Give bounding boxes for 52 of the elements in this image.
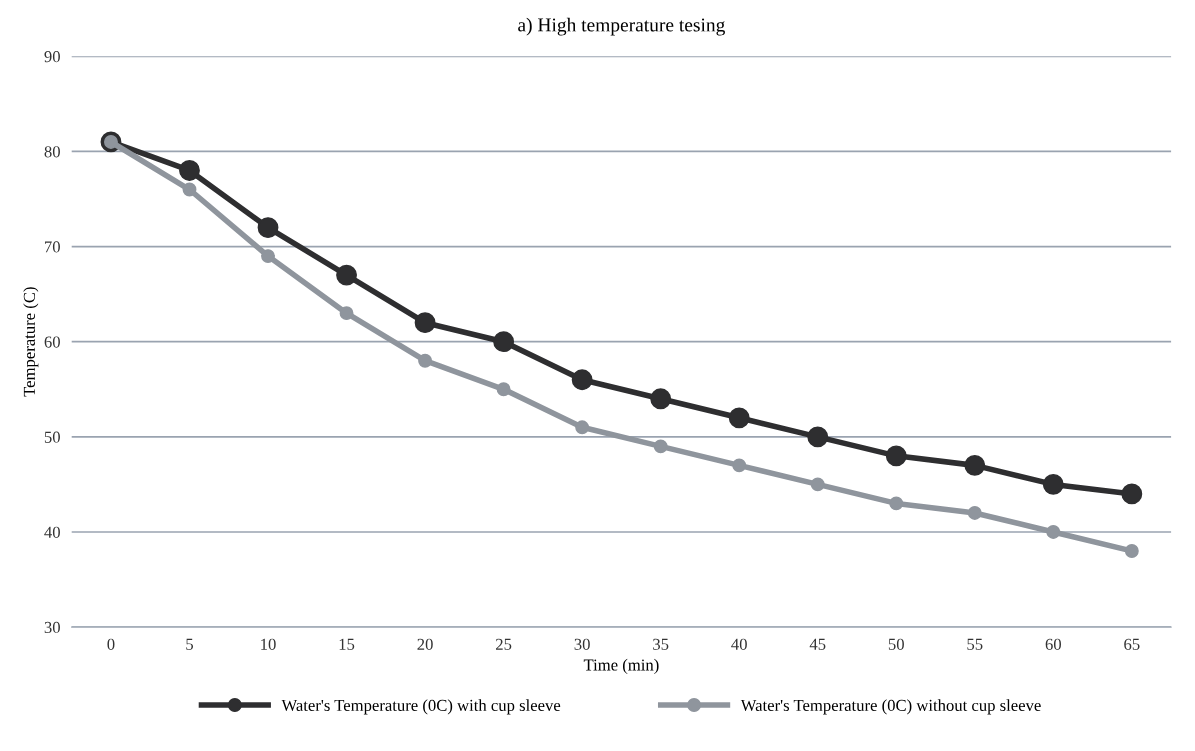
legend-label: Water's Temperature (0C) without cup sleeve: [740, 699, 1041, 715]
point: [1124, 544, 1139, 558]
x-tick-label: 40: [731, 638, 747, 650]
x-tick-label: 25: [496, 638, 512, 650]
point: [1042, 473, 1064, 495]
x-tick-label: 30: [574, 638, 590, 650]
point: [653, 439, 668, 454]
x-axis-title: Time (min): [583, 658, 659, 674]
point: [964, 454, 986, 476]
point: [889, 496, 904, 511]
x-tick-label: 65: [1124, 638, 1140, 650]
y-tick-label: 60: [44, 336, 60, 348]
point: [414, 312, 436, 334]
point: [179, 160, 200, 181]
point: [967, 505, 982, 520]
point: [575, 420, 590, 435]
x-tick-label: 50: [888, 638, 904, 650]
point: [339, 306, 354, 321]
point: [261, 249, 275, 264]
y-tick-label: 80: [44, 146, 60, 158]
point: [257, 217, 279, 238]
y-tick-label: 50: [44, 431, 60, 443]
point: [336, 264, 357, 286]
y-axis-title: Temperature (C): [23, 287, 39, 397]
chart-title: a) High temperature tesing: [518, 17, 725, 36]
x-tick-label: 10: [261, 638, 276, 650]
x-tick-label: 45: [809, 638, 826, 650]
point: [418, 353, 433, 368]
x-tick-label: 20: [417, 638, 433, 650]
point: [732, 458, 747, 473]
point: [807, 426, 829, 448]
point: [1046, 525, 1061, 539]
x-tick-label: 35: [653, 638, 669, 650]
point: [810, 477, 825, 492]
point: [728, 407, 750, 429]
x-tick-label: 0: [107, 638, 115, 650]
point: [496, 382, 511, 397]
point: [885, 445, 907, 467]
point: [571, 369, 593, 391]
point: [493, 331, 515, 353]
x-tick-label: 60: [1045, 638, 1062, 650]
point: [1121, 483, 1143, 505]
y-tick-label: 90: [44, 51, 60, 63]
x-tick-label: 55: [967, 638, 983, 650]
point: [650, 388, 672, 410]
point: [182, 182, 197, 197]
legend-label: Water's Temperature (0C) with cup sleeve: [281, 699, 561, 715]
y-tick-label: 70: [45, 241, 60, 253]
y-tick-label: 40: [44, 526, 60, 538]
y-tick-label: 30: [44, 621, 60, 634]
x-tick-label: 5: [186, 638, 194, 650]
x-tick-label: 15: [339, 638, 355, 650]
